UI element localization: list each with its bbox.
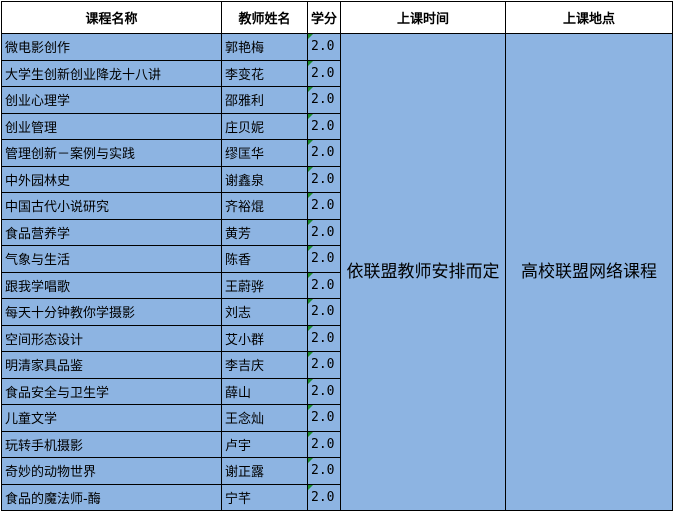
table-row: 创业管理 庄贝妮 2.0 bbox=[1, 112, 673, 140]
cell-credit[interactable]: 2.0 bbox=[307, 457, 341, 485]
table-row: 食品的魔法师-酶 宁芊 2.0 bbox=[1, 483, 673, 511]
cell-teacher[interactable]: 谢鑫泉 bbox=[221, 165, 308, 193]
cell-credit[interactable]: 2.0 bbox=[307, 430, 341, 458]
cell-course[interactable]: 气象与生活 bbox=[1, 245, 222, 273]
cell-course[interactable]: 跟我学唱歌 bbox=[1, 271, 222, 299]
cell-course[interactable]: 明清家具品鉴 bbox=[1, 351, 222, 379]
cell-teacher[interactable]: 李变花 bbox=[221, 59, 308, 87]
cell-teacher[interactable]: 谢正露 bbox=[221, 457, 308, 485]
cell-credit[interactable]: 2.0 bbox=[307, 324, 341, 352]
cell-location-merged[interactable]: 高校联盟网络课程 bbox=[505, 33, 673, 511]
table-row: 中外园林史 谢鑫泉 2.0 bbox=[1, 165, 673, 193]
cell-time-merged[interactable]: 依联盟教师安排而定 bbox=[340, 33, 506, 511]
cell-teacher[interactable]: 宁芊 bbox=[221, 483, 308, 511]
cell-credit[interactable]: 2.0 bbox=[307, 404, 341, 432]
cell-teacher[interactable]: 王蔚骅 bbox=[221, 271, 308, 299]
cell-course[interactable]: 微电影创作 bbox=[1, 33, 222, 61]
table-row: 儿童文学 王念灿 2.0 bbox=[1, 404, 673, 432]
table-row: 中国古代小说研究 齐裕焜 2.0 bbox=[1, 192, 673, 220]
cell-credit[interactable]: 2.0 bbox=[307, 483, 341, 511]
header-time[interactable]: 上课时间 bbox=[340, 1, 506, 34]
header-course[interactable]: 课程名称 bbox=[1, 1, 222, 34]
cell-course[interactable]: 食品的魔法师-酶 bbox=[1, 483, 222, 511]
cell-course[interactable]: 奇妙的动物世界 bbox=[1, 457, 222, 485]
header-credit[interactable]: 学分 bbox=[307, 1, 341, 34]
cell-credit[interactable]: 2.0 bbox=[307, 245, 341, 273]
cell-credit[interactable]: 2.0 bbox=[307, 271, 341, 299]
table-row: 创业心理学 邵雅利 2.0 bbox=[1, 86, 673, 114]
cell-course[interactable]: 每天十分钟教你学摄影 bbox=[1, 298, 222, 326]
cell-credit[interactable]: 2.0 bbox=[307, 86, 341, 114]
cell-teacher[interactable]: 郭艳梅 bbox=[221, 33, 308, 61]
cell-credit[interactable]: 2.0 bbox=[307, 112, 341, 140]
cell-course[interactable]: 大学生创新创业降龙十八讲 bbox=[1, 59, 222, 87]
header-location[interactable]: 上课地点 bbox=[505, 1, 673, 34]
table-row: 气象与生活 陈香 2.0 bbox=[1, 245, 673, 273]
cell-credit[interactable]: 2.0 bbox=[307, 377, 341, 405]
cell-course[interactable]: 创业心理学 bbox=[1, 86, 222, 114]
cell-course[interactable]: 创业管理 bbox=[1, 112, 222, 140]
cell-credit[interactable]: 2.0 bbox=[307, 192, 341, 220]
table-row: 玩转手机摄影 卢宇 2.0 bbox=[1, 430, 673, 458]
cell-teacher[interactable]: 邵雅利 bbox=[221, 86, 308, 114]
cell-course[interactable]: 玩转手机摄影 bbox=[1, 430, 222, 458]
table-row: 食品营养学 黄芳 2.0 bbox=[1, 218, 673, 246]
cell-credit[interactable]: 2.0 bbox=[307, 33, 341, 61]
course-table: 课程名称 教师姓名 学分 上课时间 上课地点 微电影创作 郭艳梅 2.0 依联盟教师安… bbox=[1, 1, 673, 511]
table-row: 食品安全与卫生学 薛山 2.0 bbox=[1, 377, 673, 405]
cell-credit[interactable]: 2.0 bbox=[307, 165, 341, 193]
cell-teacher[interactable]: 齐裕焜 bbox=[221, 192, 308, 220]
cell-course[interactable]: 中外园林史 bbox=[1, 165, 222, 193]
cell-teacher[interactable]: 刘志 bbox=[221, 298, 308, 326]
cell-credit[interactable]: 2.0 bbox=[307, 139, 341, 167]
table-row: 管理创新－案例与实践 缪匡华 2.0 bbox=[1, 139, 673, 167]
table-row: 每天十分钟教你学摄影 刘志 2.0 bbox=[1, 298, 673, 326]
cell-teacher[interactable]: 黄芳 bbox=[221, 218, 308, 246]
cell-teacher[interactable]: 卢宇 bbox=[221, 430, 308, 458]
cell-credit[interactable]: 2.0 bbox=[307, 59, 341, 87]
cell-course[interactable]: 中国古代小说研究 bbox=[1, 192, 222, 220]
cell-course[interactable]: 食品营养学 bbox=[1, 218, 222, 246]
cell-credit[interactable]: 2.0 bbox=[307, 298, 341, 326]
cell-course[interactable]: 儿童文学 bbox=[1, 404, 222, 432]
cell-teacher[interactable]: 李吉庆 bbox=[221, 351, 308, 379]
table-row: 大学生创新创业降龙十八讲 李变花 2.0 bbox=[1, 59, 673, 87]
cell-teacher[interactable]: 陈香 bbox=[221, 245, 308, 273]
header-row: 课程名称 教师姓名 学分 上课时间 上课地点 bbox=[1, 1, 673, 34]
cell-credit[interactable]: 2.0 bbox=[307, 351, 341, 379]
table-row: 空间形态设计 艾小群 2.0 bbox=[1, 324, 673, 352]
table-row: 跟我学唱歌 王蔚骅 2.0 bbox=[1, 271, 673, 299]
cell-teacher[interactable]: 缪匡华 bbox=[221, 139, 308, 167]
cell-course[interactable]: 管理创新－案例与实践 bbox=[1, 139, 222, 167]
cell-teacher[interactable]: 薛山 bbox=[221, 377, 308, 405]
cell-teacher[interactable]: 艾小群 bbox=[221, 324, 308, 352]
cell-course[interactable]: 空间形态设计 bbox=[1, 324, 222, 352]
cell-course[interactable]: 食品安全与卫生学 bbox=[1, 377, 222, 405]
table-row: 微电影创作 郭艳梅 2.0 依联盟教师安排而定 高校联盟网络课程 bbox=[1, 33, 673, 511]
cell-teacher[interactable]: 庄贝妮 bbox=[221, 112, 308, 140]
header-teacher[interactable]: 教师姓名 bbox=[221, 1, 308, 34]
cell-teacher[interactable]: 王念灿 bbox=[221, 404, 308, 432]
cell-credit[interactable]: 2.0 bbox=[307, 218, 341, 246]
